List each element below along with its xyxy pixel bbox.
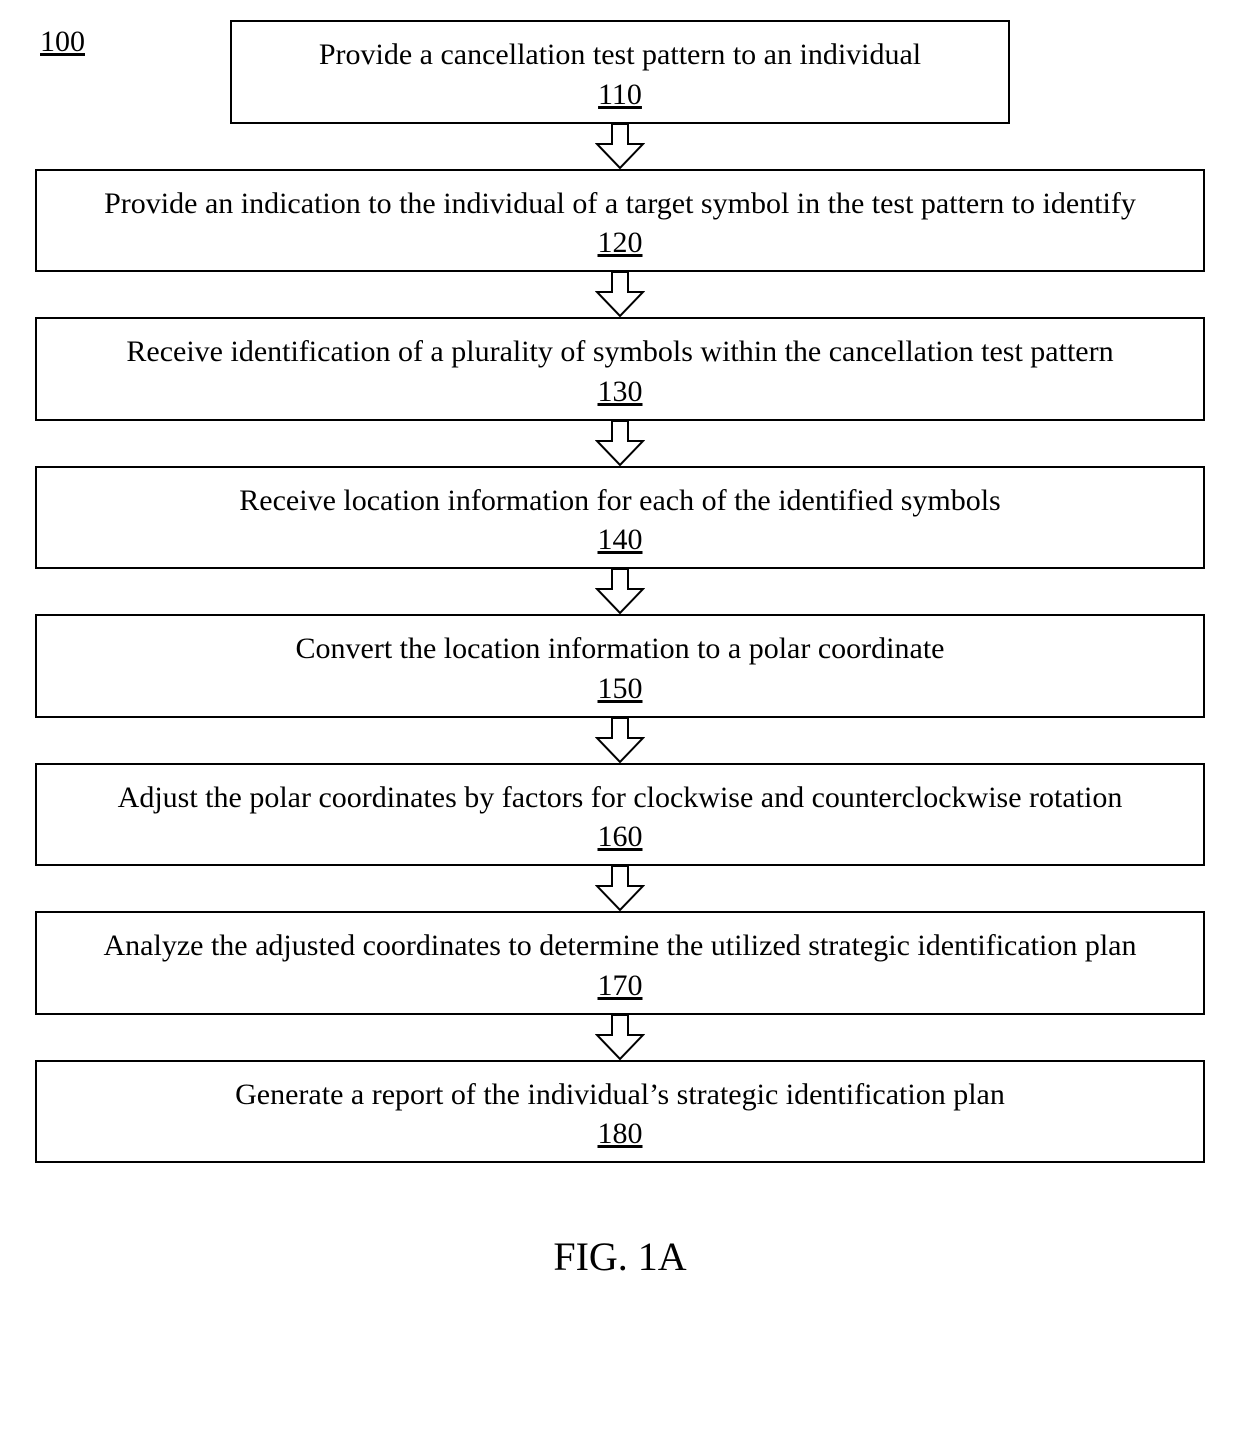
flow-step: Receive identification of a plurality of… (35, 317, 1205, 421)
step-text: Provide a cancellation test pattern to a… (252, 36, 988, 74)
flow-step: Provide an indication to the individual … (35, 169, 1205, 273)
flow-step: Adjust the polar coordinates by factors … (35, 763, 1205, 867)
step-number: 180 (57, 1117, 1183, 1151)
step-number: 120 (57, 226, 1183, 260)
diagram-page: 100 Provide a cancellation test pattern … (0, 0, 1240, 1320)
step-text: Convert the location information to a po… (57, 630, 1183, 668)
step-number: 170 (57, 969, 1183, 1003)
flowchart: Provide a cancellation test pattern to a… (0, 20, 1240, 1163)
down-arrow-icon (595, 421, 645, 466)
step-number: 150 (57, 672, 1183, 706)
down-arrow-icon (595, 124, 645, 169)
step-text: Receive location information for each of… (57, 482, 1183, 520)
step-text: Adjust the polar coordinates by factors … (57, 779, 1183, 817)
flow-step: Provide a cancellation test pattern to a… (230, 20, 1010, 124)
flow-step: Analyze the adjusted coordinates to dete… (35, 911, 1205, 1015)
figure-caption: FIG. 1A (0, 1233, 1240, 1280)
down-arrow-icon (595, 272, 645, 317)
down-arrow-icon (595, 718, 645, 763)
step-text: Analyze the adjusted coordinates to dete… (57, 927, 1183, 965)
step-number: 140 (57, 523, 1183, 557)
step-text: Generate a report of the individual’s st… (57, 1076, 1183, 1114)
step-text: Provide an indication to the individual … (57, 185, 1183, 223)
down-arrow-icon (595, 1015, 645, 1060)
reference-label: 100 (40, 25, 85, 59)
step-number: 110 (252, 78, 988, 112)
step-text: Receive identification of a plurality of… (57, 333, 1183, 371)
flow-step: Generate a report of the individual’s st… (35, 1060, 1205, 1164)
down-arrow-icon (595, 866, 645, 911)
step-number: 160 (57, 820, 1183, 854)
step-number: 130 (57, 375, 1183, 409)
down-arrow-icon (595, 569, 645, 614)
flow-step: Convert the location information to a po… (35, 614, 1205, 718)
flow-step: Receive location information for each of… (35, 466, 1205, 570)
